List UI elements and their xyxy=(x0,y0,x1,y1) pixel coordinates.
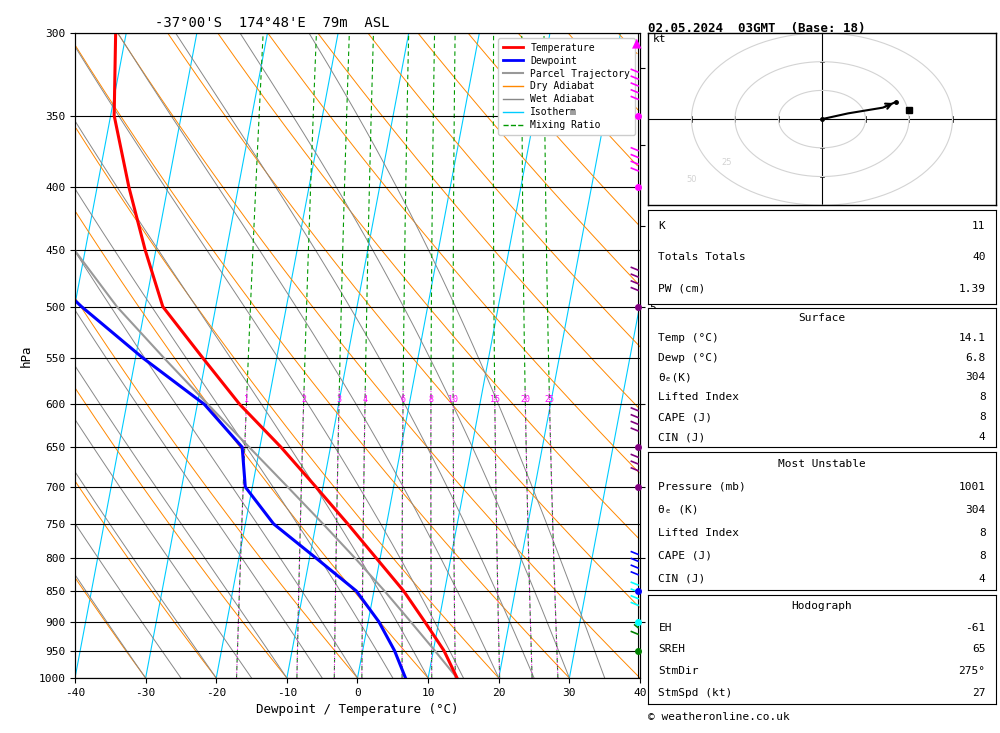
Text: 1: 1 xyxy=(244,395,249,405)
Text: 25: 25 xyxy=(721,158,732,167)
Text: Hodograph: Hodograph xyxy=(792,601,852,611)
Text: EH: EH xyxy=(658,623,672,633)
Text: 6.8: 6.8 xyxy=(965,353,986,363)
Text: 4: 4 xyxy=(362,395,367,405)
Text: 8: 8 xyxy=(428,395,433,405)
Text: StmSpd (kt): StmSpd (kt) xyxy=(658,688,733,698)
Text: 65: 65 xyxy=(972,644,986,655)
Text: SREH: SREH xyxy=(658,644,685,655)
Text: Lifted Index: Lifted Index xyxy=(658,528,739,537)
Text: 2: 2 xyxy=(301,395,306,405)
Text: StmDir: StmDir xyxy=(658,666,699,676)
Text: K: K xyxy=(658,221,665,231)
Y-axis label: hPa: hPa xyxy=(20,345,33,366)
Text: 1001: 1001 xyxy=(959,482,986,492)
Text: 40: 40 xyxy=(972,252,986,262)
Text: 6: 6 xyxy=(400,395,405,405)
Text: 20: 20 xyxy=(520,395,530,405)
Text: θₑ(K): θₑ(K) xyxy=(658,372,692,383)
Text: Lifted Index: Lifted Index xyxy=(658,392,739,402)
Text: Totals Totals: Totals Totals xyxy=(658,252,746,262)
Text: CIN (J): CIN (J) xyxy=(658,432,706,442)
Text: 11: 11 xyxy=(972,221,986,231)
Text: © weatheronline.co.uk: © weatheronline.co.uk xyxy=(648,712,790,722)
Text: 8: 8 xyxy=(979,412,986,422)
Text: Pressure (mb): Pressure (mb) xyxy=(658,482,746,492)
Text: 8: 8 xyxy=(979,392,986,402)
Text: 8: 8 xyxy=(979,528,986,537)
Text: 10: 10 xyxy=(448,395,458,405)
Text: 8: 8 xyxy=(979,550,986,561)
Text: Surface: Surface xyxy=(798,313,846,323)
Y-axis label: km
ASL: km ASL xyxy=(674,356,694,377)
Title: -37°00'S  174°48'E  79m  ASL: -37°00'S 174°48'E 79m ASL xyxy=(155,16,390,31)
Text: 02.05.2024  03GMT  (Base: 18): 02.05.2024 03GMT (Base: 18) xyxy=(648,22,866,35)
Text: 4: 4 xyxy=(979,432,986,442)
Text: 275°: 275° xyxy=(959,666,986,676)
X-axis label: Dewpoint / Temperature (°C): Dewpoint / Temperature (°C) xyxy=(256,703,459,716)
Text: PW (cm): PW (cm) xyxy=(658,284,706,293)
Text: CAPE (J): CAPE (J) xyxy=(658,550,712,561)
Legend: Temperature, Dewpoint, Parcel Trajectory, Dry Adiabat, Wet Adiabat, Isotherm, Mi: Temperature, Dewpoint, Parcel Trajectory… xyxy=(498,38,635,135)
Text: 304: 304 xyxy=(965,372,986,383)
Text: CAPE (J): CAPE (J) xyxy=(658,412,712,422)
Text: 304: 304 xyxy=(965,505,986,515)
Text: kt: kt xyxy=(652,34,666,43)
Text: 4: 4 xyxy=(979,574,986,583)
Text: 14.1: 14.1 xyxy=(959,333,986,343)
Text: 27: 27 xyxy=(972,688,986,698)
Text: -61: -61 xyxy=(965,623,986,633)
Text: 1LCL: 1LCL xyxy=(648,619,672,628)
Text: 15: 15 xyxy=(490,395,500,405)
Text: Dewp (°C): Dewp (°C) xyxy=(658,353,719,363)
Text: 1.39: 1.39 xyxy=(959,284,986,293)
Text: θₑ (K): θₑ (K) xyxy=(658,505,699,515)
Text: Most Unstable: Most Unstable xyxy=(778,459,866,468)
Text: 3: 3 xyxy=(336,395,341,405)
Text: 50: 50 xyxy=(686,175,697,184)
Text: Temp (°C): Temp (°C) xyxy=(658,333,719,343)
Text: ▲: ▲ xyxy=(632,37,642,50)
Text: CIN (J): CIN (J) xyxy=(658,574,706,583)
Text: 25: 25 xyxy=(545,395,555,405)
